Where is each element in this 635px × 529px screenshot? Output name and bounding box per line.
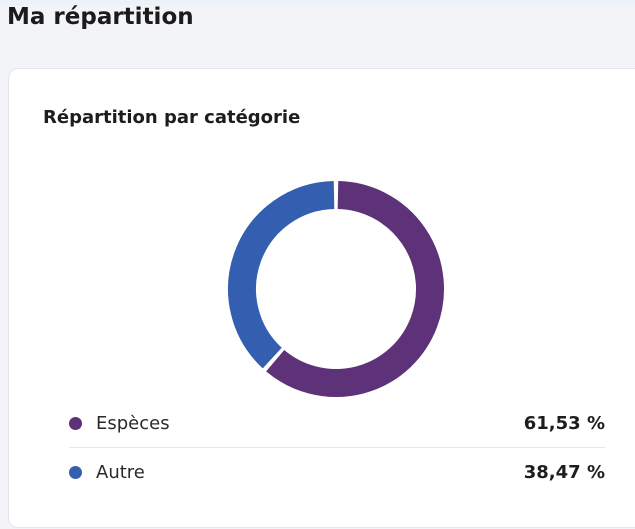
- legend-value-especes: 61,53 %: [523, 412, 605, 434]
- page-title: Ma répartition: [7, 4, 194, 30]
- donut-slice-autre: [228, 181, 335, 369]
- legend-label-especes: Espèces: [96, 412, 170, 434]
- legend-swatch-autre: [69, 465, 82, 479]
- top-strip: [0, 0, 635, 5]
- donut-chart: [228, 181, 444, 397]
- legend-item-especes: Espèces 61,53 %: [69, 399, 605, 447]
- allocation-card: Répartition par catégorie Espèces 61,53 …: [8, 68, 635, 528]
- chart-title: Répartition par catégorie: [43, 107, 301, 128]
- chart-legend: Espèces 61,53 % Autre 38,47 %: [69, 399, 605, 496]
- donut-slice-especes: [266, 181, 444, 397]
- legend-label-autre: Autre: [96, 461, 145, 483]
- legend-value-autre: 38,47 %: [523, 461, 605, 483]
- legend-swatch-especes: [69, 416, 82, 430]
- legend-item-autre: Autre 38,47 %: [69, 447, 605, 496]
